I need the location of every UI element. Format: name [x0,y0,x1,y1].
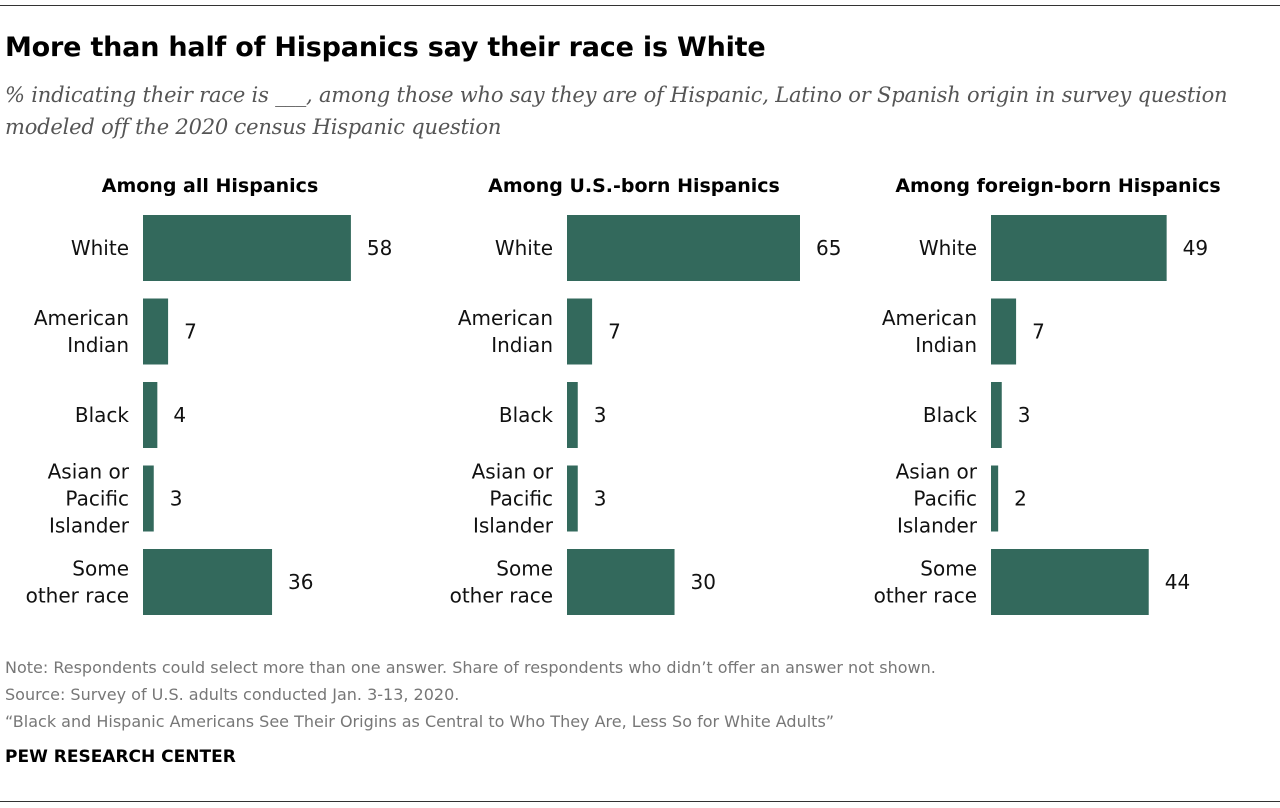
panel-all-hispanics: Among all Hispanics White 58 American India… [0,175,420,625]
value-label-white: 58 [367,236,392,260]
brand-logo-text: PEW RESEARCH CENTER [5,747,236,767]
bar-white [567,215,800,281]
value-label-some-other-race: 44 [1165,570,1190,594]
bar-white [991,215,1167,281]
bar-american-indian [143,298,169,365]
category-label-american-indian: American Indian [34,306,129,357]
category-label-black: Black [75,403,130,427]
bar-chart: White 49 American Indian 7 Black 3 Asian or Paci… [874,215,1208,615]
note-text: Note: Respondents could select more than… [5,658,936,677]
value-label-black: 3 [594,403,607,427]
value-label-black: 3 [1018,403,1031,427]
panel-us-born-hispanics: Among U.S.-born Hispanics White 65 America… [424,175,844,625]
category-label-asian-or-pacific-islander: Asian or Pacific Islander [472,460,554,538]
category-label-american-indian: American Indian [882,306,977,357]
bar-white [143,215,351,281]
value-label-some-other-race: 36 [288,570,313,594]
panel-title: Among foreign-born Hispanics [895,175,1221,197]
category-label-black: Black [499,403,554,427]
value-label-white: 65 [816,236,841,260]
top-rule [0,5,1280,6]
bar-black [991,382,1002,448]
bar-american-indian [567,298,593,365]
value-label-american-indian: 7 [608,320,621,344]
value-label-white: 49 [1183,236,1208,260]
source-text: Source: Survey of U.S. adults conducted … [5,685,460,704]
category-label-white: White [495,236,553,260]
bar-asian-or-pacific-islander [143,465,154,532]
category-label-white: White [919,236,977,260]
value-label-american-indian: 7 [1032,320,1045,344]
category-label-some-other-race: Some other race [874,557,977,608]
panel-title: Among all Hispanics [101,175,319,197]
panel-title: Among U.S.-born Hispanics [488,175,780,197]
value-label-asian-or-pacific-islander: 3 [594,487,607,511]
category-label-white: White [71,236,129,260]
bar-american-indian [991,298,1017,365]
bottom-rule [0,801,1280,802]
category-label-some-other-race: Some other race [26,557,129,608]
bar-chart: White 65 American Indian 7 Black 3 Asian or Paci… [450,215,841,615]
bar-asian-or-pacific-islander [567,465,578,532]
bar-asian-or-pacific-islander [991,465,999,532]
report-title: “Black and Hispanic Americans See Their … [5,712,835,731]
category-label-black: Black [923,403,978,427]
bar-some-other-race [991,549,1149,615]
category-label-asian-or-pacific-islander: Asian or Pacific Islander [48,460,130,538]
chart-notes: Note: Respondents could select more than… [5,654,1275,735]
category-label-some-other-race: Some other race [450,557,553,608]
bar-chart: White 58 American Indian 7 Black 4 Asian or Paci… [26,215,392,615]
value-label-asian-or-pacific-islander: 2 [1014,487,1027,511]
bar-black [567,382,578,448]
panel-foreign-born-hispanics: Among foreign-born Hispanics White 49 Amer… [848,175,1268,625]
category-label-american-indian: American Indian [458,306,553,357]
category-label-asian-or-pacific-islander: Asian or Pacific Islander [896,460,978,538]
value-label-american-indian: 7 [184,320,197,344]
chart-subtitle: % indicating their race is ___, among th… [5,83,1228,139]
value-label-some-other-race: 30 [691,570,716,594]
bar-some-other-race [567,549,675,615]
value-label-black: 4 [173,403,186,427]
chart-title: More than half of Hispanics say their ra… [5,32,766,63]
bar-black [143,382,158,448]
value-label-asian-or-pacific-islander: 3 [170,487,183,511]
bar-some-other-race [143,549,273,615]
